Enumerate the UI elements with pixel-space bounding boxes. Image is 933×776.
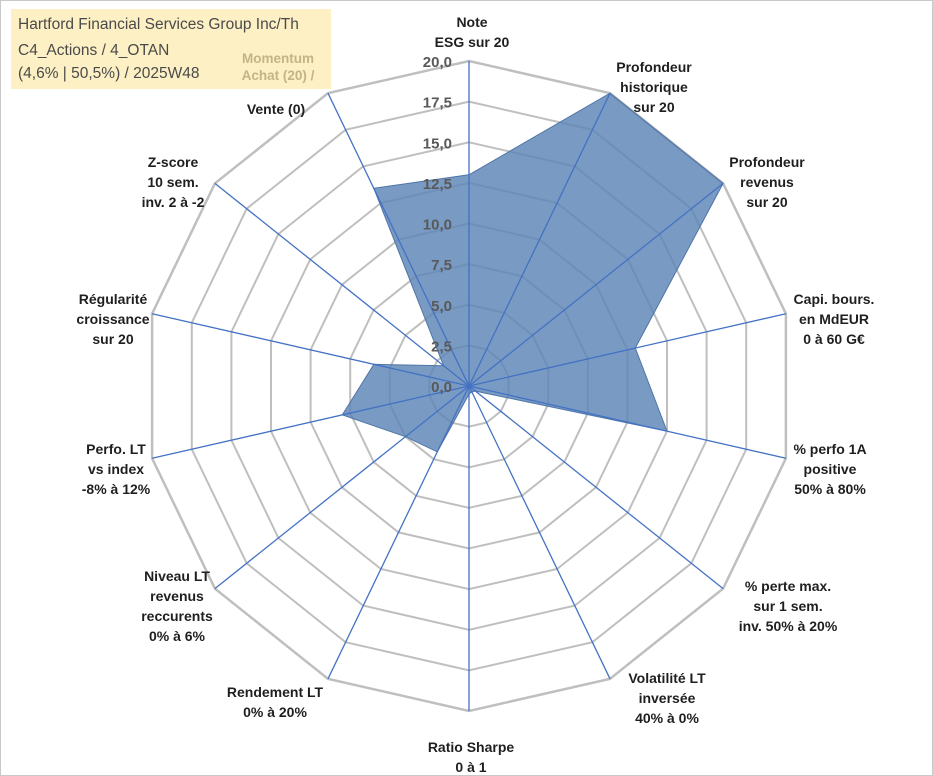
axis-label-line: Note bbox=[456, 14, 487, 30]
axis-spoke bbox=[468, 313, 787, 387]
axis-spoke bbox=[151, 313, 470, 387]
tick-label: 17,5 bbox=[423, 95, 452, 112]
axis-label-line: Ratio Sharpe bbox=[428, 739, 515, 755]
axis-label-line: positive bbox=[804, 461, 857, 477]
axis-label-line: 0% à 20% bbox=[243, 704, 307, 720]
axis-spoke bbox=[151, 385, 470, 459]
axis-label-line: 0 à 1 bbox=[455, 759, 486, 775]
axis-label-line: Niveau LT bbox=[144, 568, 210, 584]
tick-label: 0,0 bbox=[431, 379, 452, 396]
axis-spoke bbox=[327, 92, 470, 387]
axis-label-line: % perfo 1A bbox=[793, 441, 866, 457]
axis-label-line: Profondeur bbox=[616, 59, 692, 75]
axis-label-line: revenus bbox=[150, 588, 204, 604]
tick-label: 20,0 bbox=[423, 54, 452, 71]
axis-label-line: % perte max. bbox=[745, 578, 831, 594]
tick-label: 15,0 bbox=[423, 135, 452, 152]
axis-label-line: revenus bbox=[740, 174, 794, 190]
axis-label-line: Vente (0) bbox=[247, 101, 305, 117]
series-area bbox=[341, 92, 724, 453]
axis-spoke bbox=[468, 92, 611, 387]
momentum-label: Momentum Achat (20) / bbox=[228, 50, 328, 84]
axis-label-line: 0% à 6% bbox=[149, 628, 206, 644]
axis-label-line: inversée bbox=[639, 690, 696, 706]
axis-spoke bbox=[214, 385, 470, 590]
axis-label-line: 40% à 0% bbox=[635, 710, 699, 726]
axis-label-line: 0 à 60 G€ bbox=[803, 331, 865, 347]
chart-title-line-2: C4_Actions / 4_OTAN bbox=[18, 42, 170, 59]
tick-label: 5,0 bbox=[431, 298, 452, 315]
axis-label-line: Volatilité LT bbox=[628, 670, 706, 686]
tick-label: 10,0 bbox=[423, 217, 452, 234]
chart-title-line-3: (4,6% | 50,5%) / 2025W48 bbox=[18, 65, 200, 82]
axis-label-line: croissance bbox=[76, 311, 149, 327]
momentum-label-line-2: Achat (20) / bbox=[241, 68, 315, 83]
axis-label-line: vs index bbox=[88, 461, 144, 477]
axis-label-line: en MdEUR bbox=[799, 311, 869, 327]
axis-spoke bbox=[468, 385, 787, 459]
axis-label-line: 50% à 80% bbox=[794, 481, 866, 497]
axis-labels: Note ESG sur 20 Profondeur historique sur 20… bbox=[76, 14, 874, 775]
axis-spoke bbox=[327, 385, 470, 680]
axis-label-line: inv. 50% à 20% bbox=[739, 618, 838, 634]
axis-label-line: inv. 2 à -2 bbox=[142, 194, 205, 210]
chart-title-box: Hartford Financial Services Group Inc/Th… bbox=[11, 9, 331, 89]
axis-label-line: sur 20 bbox=[633, 99, 674, 115]
axis-label-line: sur 20 bbox=[746, 194, 787, 210]
axis-label-line: Z-score bbox=[148, 154, 199, 170]
axis-label-line: historique bbox=[620, 79, 688, 95]
axis-spoke bbox=[468, 182, 724, 387]
axis-spoke bbox=[468, 385, 611, 680]
axis-label-line: Capi. bours. bbox=[794, 291, 875, 307]
tick-label: 7,5 bbox=[431, 257, 452, 274]
axis-label-line: Rendement LT bbox=[227, 684, 324, 700]
axis-label-line: sur 20 bbox=[92, 331, 133, 347]
tick-label: 2,5 bbox=[431, 338, 452, 355]
axis-label-line: Profondeur bbox=[729, 154, 805, 170]
axis-label-line: ESG sur 20 bbox=[435, 34, 510, 50]
momentum-label-line-1: Momentum bbox=[242, 51, 314, 66]
axis-label-line: 10 sem. bbox=[147, 174, 198, 190]
axis-label-line: -8% à 12% bbox=[82, 481, 151, 497]
axis-label-line: Régularité bbox=[79, 291, 148, 307]
axis-label-line: Perfo. LT bbox=[86, 441, 146, 457]
radial-tick-labels: 0,0 2,5 5,0 7,5 10,0 12,5 15,0 17,5 20,0 bbox=[423, 54, 452, 396]
radar-series bbox=[341, 92, 724, 453]
radar-spokes bbox=[151, 61, 787, 711]
axis-spoke bbox=[214, 182, 470, 387]
axis-label-line: sur 1 sem. bbox=[753, 598, 822, 614]
axis-label-line: reccurents bbox=[141, 608, 213, 624]
chart-title-line-1: Hartford Financial Services Group Inc/Th bbox=[18, 16, 299, 33]
tick-label: 12,5 bbox=[423, 176, 452, 193]
axis-spoke bbox=[468, 385, 724, 590]
